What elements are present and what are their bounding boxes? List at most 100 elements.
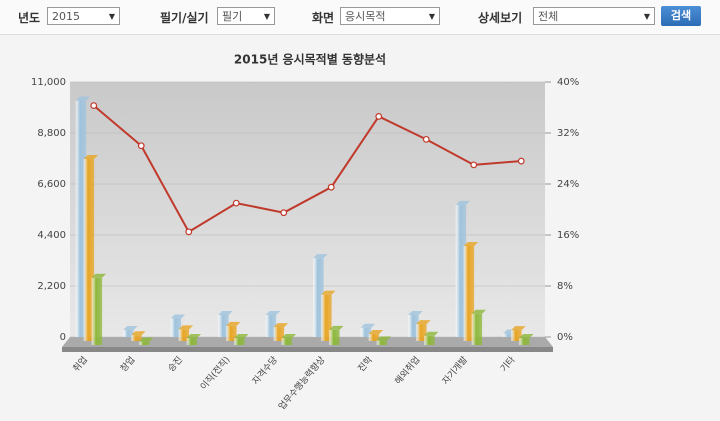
bar <box>218 314 229 337</box>
bar <box>503 333 514 337</box>
point <box>90 102 98 109</box>
filter-bar: 년도 2015 필기/실기 필기 화면 응시목적 상세보기 전체 검색 <box>0 0 720 35</box>
bar <box>455 204 467 337</box>
select[interactable]: 필기 <box>217 7 275 26</box>
x-tick-label: 승진 <box>166 354 185 374</box>
x-tick-label: 취업 <box>71 354 90 374</box>
bar <box>186 338 198 345</box>
x-tick-label: 업무수행능력향상 <box>276 354 328 412</box>
y-tick-label: 0 <box>60 332 66 343</box>
bar-top <box>471 309 487 314</box>
x-tick-label: 창업 <box>118 354 137 374</box>
bar <box>329 329 340 345</box>
bar-top <box>281 334 297 339</box>
bar-top <box>455 200 471 205</box>
filter-label: 필기/실기 <box>160 11 209 25</box>
point <box>280 209 288 217</box>
bar <box>83 159 95 341</box>
bar-top <box>265 310 281 315</box>
y2-tick-label: 16% <box>557 230 579 241</box>
x-tick-label: 자기개발 <box>440 354 470 386</box>
bar-top <box>408 310 423 315</box>
y2-tick-label: 0% <box>557 332 573 343</box>
y-tick-label: 8,800 <box>37 128 66 139</box>
point <box>185 228 193 236</box>
x-tick-label: 진학 <box>356 354 375 374</box>
bar <box>170 318 182 337</box>
bar <box>139 341 150 345</box>
x-tick-label: 해외취업 <box>392 354 422 387</box>
point <box>375 113 383 120</box>
bar <box>226 325 237 341</box>
bar-top <box>234 334 249 339</box>
bar-top <box>123 326 138 331</box>
bar <box>408 314 419 337</box>
y2-tick-label: 8% <box>557 281 573 292</box>
select[interactable]: 응시목적 <box>340 7 440 26</box>
bar <box>178 329 190 341</box>
bar-top <box>139 337 154 342</box>
bar-top <box>321 290 336 295</box>
x-tick-label: 자격수당 <box>249 354 279 387</box>
search-button[interactable]: 검색 <box>661 6 701 26</box>
chart: 2015년 응시목적별 동향분석 0 2,200 4,400 6,600 8,800 11… <box>31 52 579 413</box>
point <box>327 183 335 191</box>
x-tick-label: 기타 <box>498 354 518 374</box>
filter-label: 상세보기 <box>478 11 523 25</box>
bar <box>321 294 332 341</box>
bar-top <box>75 96 91 101</box>
bar <box>519 338 530 345</box>
bar-top <box>329 325 344 330</box>
y-tick-label: 2,200 <box>37 281 66 292</box>
bar-top <box>463 241 479 246</box>
bar-top <box>91 273 107 278</box>
point <box>422 135 430 143</box>
y-tick-label: 6,600 <box>37 179 66 190</box>
y2-tick-label: 24% <box>557 179 579 190</box>
bar-top <box>186 334 202 339</box>
bar <box>463 245 475 341</box>
filter-label: 년도 <box>18 11 41 25</box>
bar-top <box>131 331 146 336</box>
point <box>137 142 145 150</box>
bar-top <box>519 334 534 339</box>
bar <box>75 100 87 337</box>
line <box>93 104 522 234</box>
bar-top <box>178 325 194 330</box>
bar <box>511 330 522 341</box>
bar-top <box>424 331 439 336</box>
point <box>470 161 478 169</box>
bar-top <box>416 320 431 325</box>
point <box>232 199 240 207</box>
bar <box>131 335 142 341</box>
select[interactable]: 2015 <box>47 7 120 26</box>
bar-top <box>83 155 99 160</box>
point <box>517 157 525 165</box>
bar <box>265 314 277 337</box>
x-tick-label: 이직(전직) <box>198 354 232 392</box>
bar <box>471 313 483 345</box>
bar <box>123 330 134 337</box>
bar <box>91 277 103 345</box>
y2-tick-label: 32% <box>557 128 579 139</box>
bar <box>368 334 380 341</box>
bar <box>424 335 435 345</box>
bar-top <box>170 314 186 319</box>
bar <box>376 340 388 345</box>
bar <box>234 338 245 345</box>
bar-top <box>313 254 328 259</box>
bar-top <box>226 321 241 326</box>
floor-edge <box>62 347 553 352</box>
chart-title: 2015년 응시목적별 동향분석 <box>234 52 386 67</box>
bar <box>273 327 285 341</box>
bar <box>313 258 324 337</box>
y2-tick-label: 40% <box>557 77 579 88</box>
y-tick-label: 11,000 <box>31 77 66 88</box>
bar-top <box>368 330 384 335</box>
bar <box>360 327 372 337</box>
bar <box>416 324 427 341</box>
y-tick-label: 4,400 <box>37 230 66 241</box>
select[interactable]: 전체 <box>533 7 655 26</box>
bar <box>281 338 293 345</box>
